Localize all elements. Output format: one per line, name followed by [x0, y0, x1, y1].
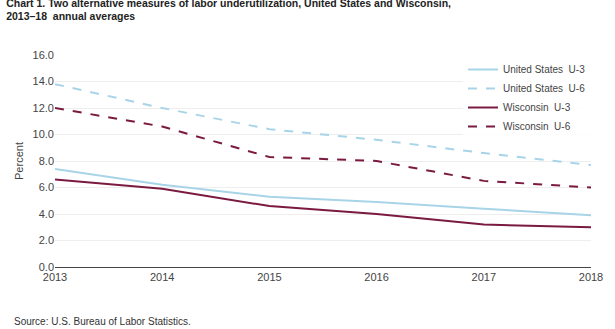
svg-text:2017: 2017 [472, 271, 496, 283]
svg-text:8.0: 8.0 [39, 155, 54, 167]
svg-text:2016: 2016 [364, 271, 388, 283]
svg-text:12.0: 12.0 [33, 102, 54, 114]
svg-text:Percent: Percent [13, 142, 25, 180]
svg-text:2.0: 2.0 [39, 234, 54, 246]
svg-text:2013: 2013 [43, 271, 67, 283]
svg-text:Chart 1. Two alternative measu: Chart 1. Two alternative measures of lab… [6, 0, 451, 22]
svg-text:14.0: 14.0 [33, 75, 54, 87]
svg-text:2018: 2018 [579, 271, 603, 283]
svg-text:United States U-6: United States U-6 [503, 83, 585, 94]
svg-text:6.0: 6.0 [39, 181, 54, 193]
svg-text:10.0: 10.0 [33, 128, 54, 140]
svg-text:2014: 2014 [150, 271, 174, 283]
svg-text:Wisconsin U-6: Wisconsin U-6 [503, 121, 571, 132]
svg-text:0.0: 0.0 [39, 261, 54, 273]
svg-text:4.0: 4.0 [39, 208, 54, 220]
svg-text:Wisconsin U-3: Wisconsin U-3 [503, 102, 571, 113]
svg-text:2015: 2015 [257, 271, 281, 283]
svg-text:Source: U.S. Bureau of Labor S: Source: U.S. Bureau of Labor Statistics. [14, 316, 191, 327]
svg-text:United States U-3: United States U-3 [503, 64, 585, 75]
svg-text:16.0: 16.0 [33, 49, 54, 61]
